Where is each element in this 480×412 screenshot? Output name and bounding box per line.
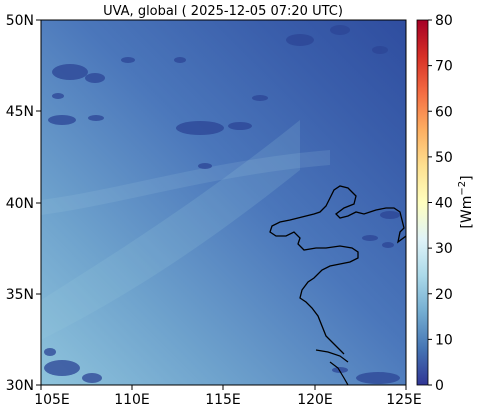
- lat-label: 30N: [6, 378, 34, 394]
- colorbar-tick-label: 0: [435, 378, 444, 394]
- lon-label: 120E: [297, 392, 333, 408]
- colorbar-ticks: 0 10 20 30 40 50 60 70 80: [428, 13, 453, 394]
- lat-label: 50N: [6, 13, 34, 29]
- colorbar-tick-label: 40: [435, 196, 453, 212]
- lon-label: 110E: [114, 392, 150, 408]
- colorbar-tick-label: 20: [435, 287, 453, 303]
- map-panel: [41, 20, 406, 385]
- map-title: UVA, global ( 2025-12-05 07:20 UTC): [103, 4, 343, 19]
- colorbar-unit: [Wm−2]: [457, 175, 475, 228]
- colorbar-tick-label: 50: [435, 150, 453, 166]
- colorbar-tick-label: 10: [435, 332, 453, 348]
- lat-label: 35N: [6, 287, 34, 303]
- light-band: [41, 150, 330, 215]
- colorbar-tick-label: 70: [435, 59, 453, 75]
- lon-label: 125E: [386, 392, 422, 408]
- colorbar: 0 10 20 30 40 50 60 70 80 [Wm−2]: [416, 13, 475, 394]
- colorbar-tick-label: 30: [435, 241, 453, 257]
- colorbar-tick-label: 80: [435, 13, 453, 29]
- colorbar-tick-label: 60: [435, 104, 453, 120]
- lat-label: 40N: [6, 196, 34, 212]
- coastline-island: [329, 361, 349, 385]
- colorbar-ramp: [416, 19, 429, 386]
- cloud-patches: [44, 25, 400, 384]
- lon-axis: 105E 110E 115E 120E 125E: [34, 385, 422, 408]
- lon-label: 105E: [34, 392, 70, 408]
- lat-axis: 50N 45N 40N 35N 30N: [6, 13, 41, 394]
- lon-label: 115E: [205, 392, 241, 408]
- light-band: [41, 120, 300, 340]
- coastline-island: [315, 349, 349, 363]
- lat-label: 45N: [6, 104, 34, 120]
- coastline: [269, 185, 406, 355]
